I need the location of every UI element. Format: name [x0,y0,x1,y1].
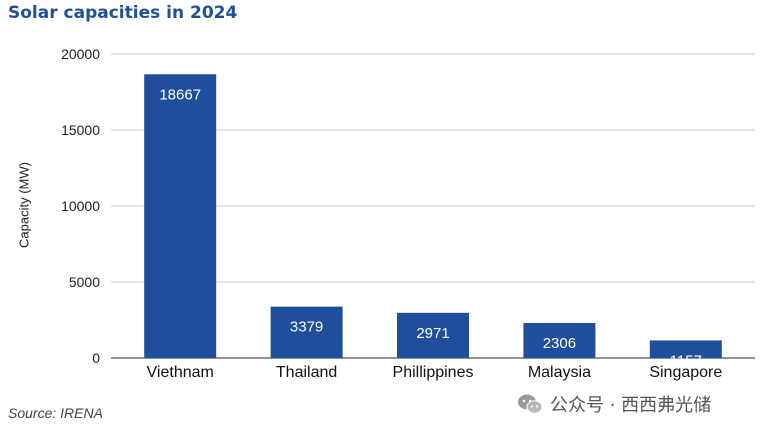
data-label: 2306 [543,335,576,352]
category-label: Singapore [649,364,722,381]
y-tick-label: 0 [92,350,100,366]
bar [649,340,722,358]
bar [397,312,469,358]
category-labels: Viethnam Thailand Phillippines Malaysia Sing… [147,364,723,381]
bars [144,74,722,358]
chart-title: Solar capacities in 2024 [8,3,238,23]
category-label: Malaysia [528,364,591,381]
data-label: 3379 [290,319,323,336]
y-tick-label: 10000 [61,198,100,214]
y-tick-label: 20000 [61,46,100,62]
data-labels: 18667 3379 2971 2306 1157 [159,86,702,369]
data-label: 2971 [416,325,449,342]
watermark: 公众号 · 西西弗光储 [517,391,711,417]
bar [523,322,596,358]
bar [144,74,217,358]
y-tick-label: 5000 [69,274,100,290]
category-label: Thailand [276,364,337,381]
bar [270,306,343,358]
wechat-icon [518,394,543,414]
watermark-text: 公众号 · 西西弗光储 [550,395,712,416]
category-label: Viethnam [147,364,214,381]
category-label: Phillippines [393,364,474,381]
y-tick-labels: 0 5000 10000 15000 20000 [61,46,100,366]
data-label: 18667 [159,86,201,103]
y-tick-label: 15000 [61,122,100,138]
source-note: Source: IRENA [8,405,103,421]
data-label: 1157 [670,352,702,369]
